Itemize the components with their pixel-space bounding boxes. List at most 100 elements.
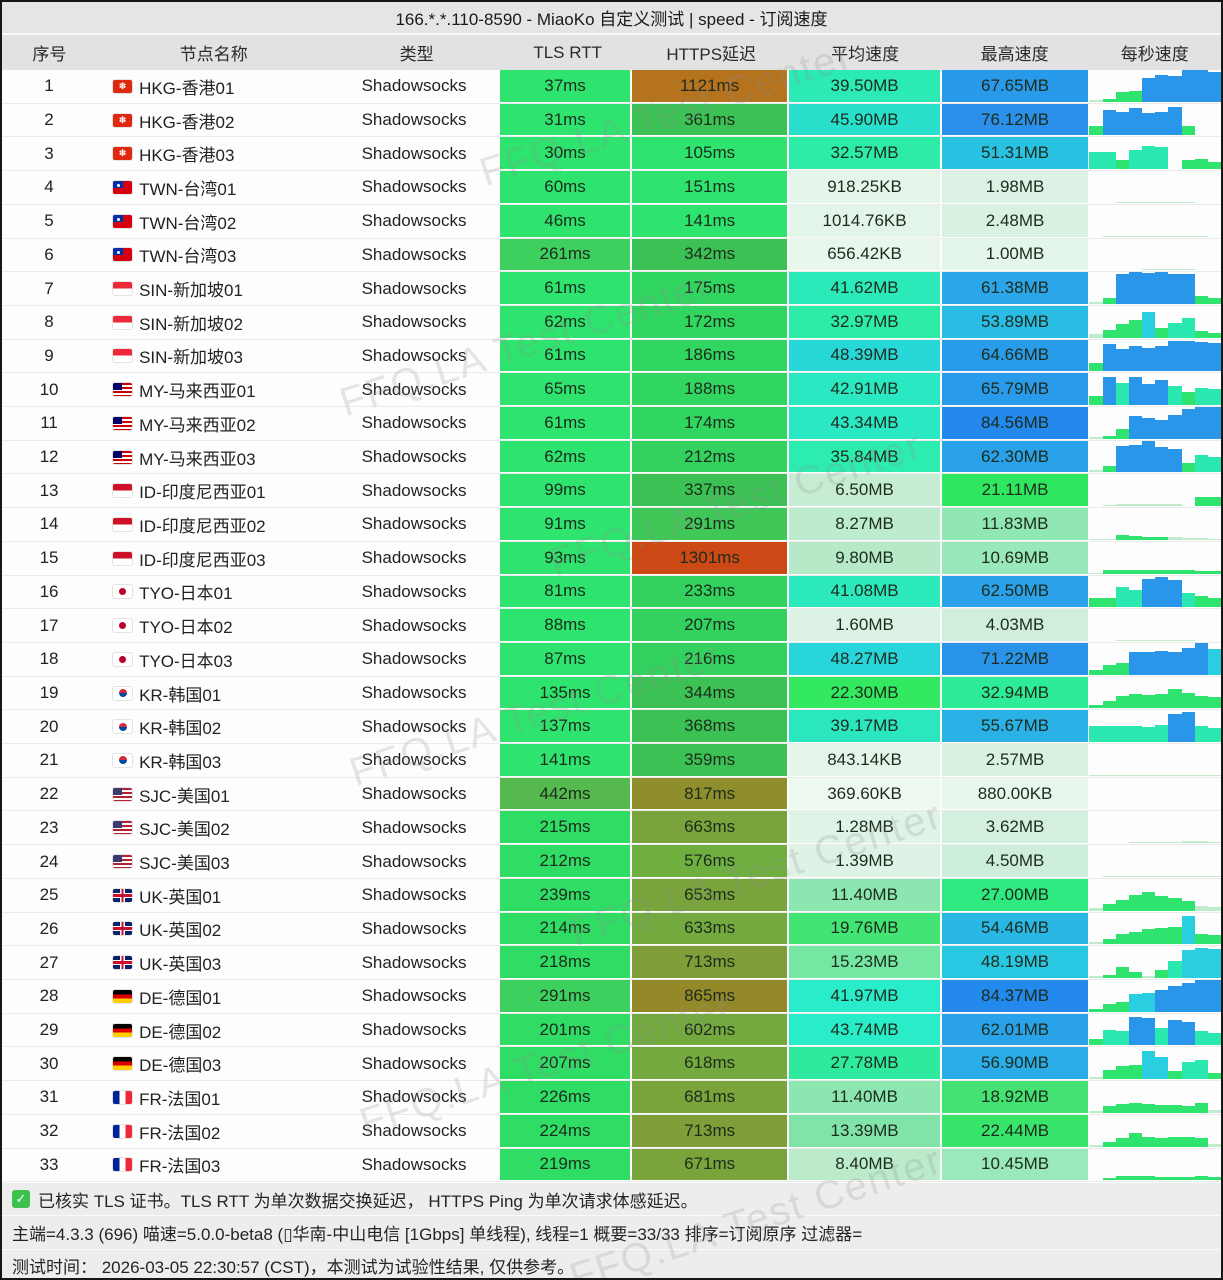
spark-bar [1142,503,1156,507]
index-cell: 24 [39,851,59,871]
spark-bar [1168,537,1182,540]
spark-bar [1142,440,1156,473]
type-cell: Shadowsocks [361,986,467,1006]
spark-bar [1142,146,1156,170]
spark-bar [1207,597,1221,608]
spark-bar [1194,158,1208,170]
type-cell: Shadowsocks [361,177,467,197]
speed-sparkline [1089,778,1221,810]
spark-bar [1089,151,1103,170]
node-name-cell: TWN-台湾01 [96,171,329,204]
speed-sparkline [1089,137,1221,170]
avg-speed-cell: 656.42KB [789,238,940,271]
spark-bar [1142,272,1156,304]
max-speed-cell: 10.45MB [941,1148,1089,1181]
spark-bar [1142,1018,1156,1046]
spark-bar [1155,808,1169,810]
spark-bar [1102,98,1116,102]
spark-bar [1115,1137,1129,1147]
flag-us-icon [113,787,133,801]
spark-bar [1115,273,1129,304]
node-name-cell: FR-法国03 [96,1149,329,1182]
type-cell: Shadowsocks [361,716,467,736]
spark-bar [1128,415,1143,439]
tls-rtt-cell: 60ms [500,171,630,203]
speed-sparkline [1089,542,1221,574]
spark-bar [1115,662,1129,675]
spark-bar [1128,570,1143,574]
spark-bar [1142,651,1156,675]
footer-note-line: ✓ 已核实 TLS 证书。TLS RTT 为单次数据交换延迟， HTTPS Pi… [2,1182,1221,1215]
spark-bar [1128,932,1143,945]
table-row: 8 SIN-新加坡02 Shadowsocks 62ms 172ms 32.97MB 53.… [2,305,1221,340]
speed-sparkline [1089,845,1221,877]
table-row: 28 DE-德国01 Shadowsocks 291ms 865ms 41.97MB 84.… [2,979,1221,1014]
node-name: SIN-新加坡03 [139,348,243,368]
node-name-cell: ID-印度尼西亚03 [96,542,329,575]
spark-bar [1194,1137,1208,1147]
spark-bar [1181,1021,1195,1046]
node-name: SJC-美国02 [139,820,230,840]
https-latency-cell: 865ms [631,979,788,1012]
spark-bar [1089,704,1103,709]
spark-bar [1128,726,1143,743]
max-speed-cell: 18.92MB [941,1081,1089,1113]
spark-bar [1168,414,1182,439]
spark-bar [1207,389,1221,406]
spark-bar [1089,1145,1103,1147]
type-cell: Shadowsocks [361,649,467,669]
spark-bar [1207,538,1221,540]
footer-note-text: 已核实 TLS 证书。TLS RTT 为单次数据交换延迟， HTTPS Ping… [38,1191,698,1211]
spark-bar [1142,976,1156,978]
https-latency-cell: 817ms [631,777,788,810]
tls-rtt-cell: 215ms [500,811,630,844]
spark-bar [1089,437,1103,439]
flag-fr-icon [113,1090,133,1104]
spark-bar [1168,235,1182,237]
spark-bar [1102,876,1116,877]
spark-bar [1181,70,1195,102]
flag-jp-icon [113,619,133,633]
max-speed-cell: 55.67MB [941,710,1089,743]
speed-sparkline [1089,576,1221,608]
node-name: FR-法国01 [139,1089,221,1109]
spark-bar [1194,571,1208,574]
spark-bar [1168,875,1182,877]
spark-bar [1115,640,1129,641]
spark-bar [1102,344,1116,372]
index-cell: 19 [39,683,59,702]
spark-bar [1115,842,1129,844]
avg-speed-cell: 8.27MB [789,508,940,540]
spark-bar [1089,469,1103,473]
spark-bar [1181,693,1195,709]
avg-speed-cell: 32.57MB [789,137,940,170]
https-latency-cell: 576ms [631,845,788,877]
spark-bar [1194,269,1208,271]
flag-tw-icon [113,214,133,228]
spark-bar [1155,201,1169,203]
spark-bar [1115,934,1129,945]
spark-bar [1155,875,1169,877]
spark-bar [1207,71,1221,102]
spark-bar [1168,1020,1182,1046]
column-header-index: 序号 [32,45,67,64]
index-cell: 14 [39,514,59,534]
avg-speed-cell: 15.23MB [789,946,940,978]
avg-speed-cell: 369.60KB [789,777,940,810]
spark-bar [1207,1072,1221,1080]
speed-sparkline [1089,440,1221,473]
spark-bar [1128,875,1143,877]
spark-bar [1115,535,1129,540]
avg-speed-cell: 39.50MB [789,70,940,102]
spark-bar [1102,504,1116,507]
table-row: 23 SJC-美国02 Shadowsocks 215ms 663ms 1.28MB 3.6… [2,811,1221,846]
node-name: SJC-美国03 [139,854,230,874]
node-name-cell: TYO-日本03 [96,643,329,676]
max-speed-cell: 27.00MB [941,878,1089,911]
spark-bar [1181,1177,1195,1181]
spark-bar [1194,235,1208,237]
spark-bar [1194,296,1208,304]
spark-bar [1089,505,1103,507]
type-cell: Shadowsocks [361,1087,467,1107]
